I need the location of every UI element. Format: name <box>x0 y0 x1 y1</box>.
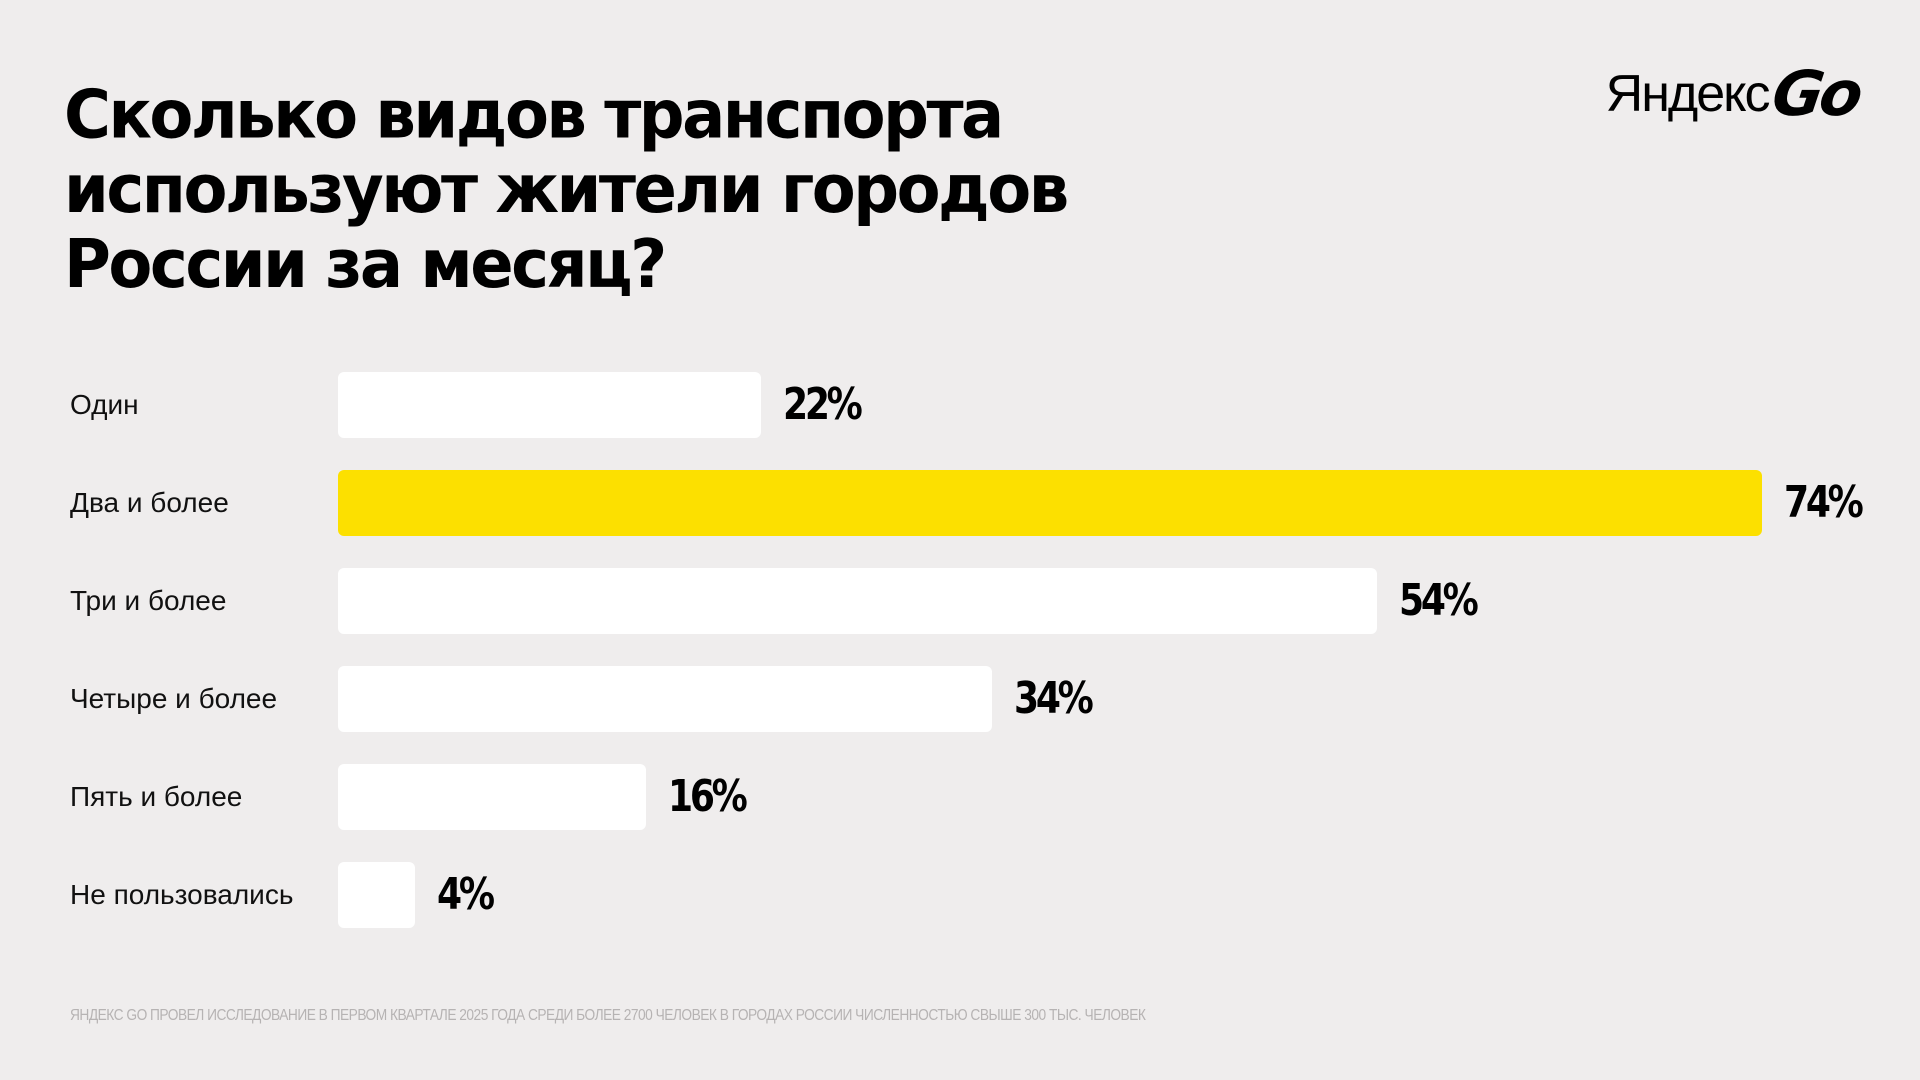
bar <box>338 568 1377 634</box>
category-label: Два и более <box>70 487 229 518</box>
value-label: 54% <box>1399 575 1479 626</box>
bar <box>338 470 1762 536</box>
chart-title-line-2: используют жители городов <box>64 151 1069 229</box>
value-label: 34% <box>1014 673 1094 724</box>
value-label: 74% <box>1784 477 1864 528</box>
category-label: Один <box>70 389 139 420</box>
chart-title-line-3: России за месяц? <box>64 226 667 304</box>
bar <box>338 666 992 732</box>
yandex-go-logo: Яндекс Go <box>1605 57 1864 130</box>
category-label: Пять и более <box>70 781 243 812</box>
value-label: 16% <box>668 771 748 822</box>
bar <box>338 372 761 438</box>
bar <box>338 764 646 830</box>
chart-title-line-1: Сколько видов транспорта <box>64 76 1004 154</box>
category-label: Четыре и более <box>70 683 278 714</box>
footnote: ЯНДЕКС GO ПРОВЕЛ ИССЛЕДОВАНИЕ В ПЕРВОМ К… <box>70 1007 1146 1024</box>
category-label: Не пользовались <box>70 879 294 910</box>
logo-word: Яндекс <box>1605 65 1771 123</box>
bar <box>338 862 415 928</box>
chart-title: Сколько видов транспорта используют жите… <box>64 76 1069 304</box>
value-label: 22% <box>783 379 863 430</box>
category-label: Три и более <box>70 585 227 616</box>
value-label: 4% <box>437 869 495 920</box>
